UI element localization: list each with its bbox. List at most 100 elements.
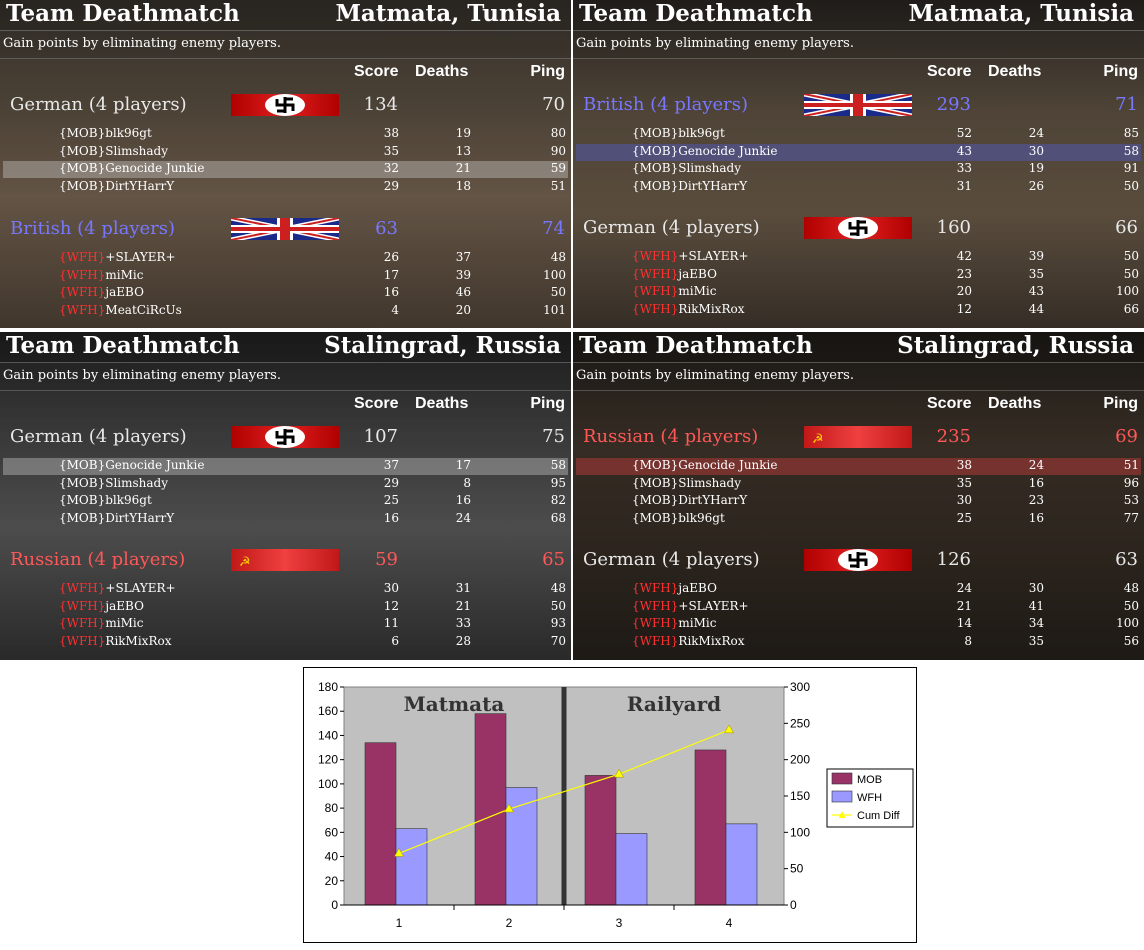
player-score: 38 — [956, 458, 972, 472]
player-ping: 91 — [1123, 161, 1139, 175]
player-score: 30 — [383, 581, 399, 595]
player-ping: 56 — [1123, 633, 1139, 648]
player-nick: jaEBO — [678, 581, 717, 595]
player-name: {WFH}jaEBO — [632, 581, 717, 595]
clan-tag: {WFH} — [632, 301, 679, 316]
cum-diff-point — [504, 803, 514, 813]
player-row[interactable]: {MOB}DirtYHarrY 29 18 51 — [3, 179, 568, 196]
player-row[interactable]: {WFH}+SLAYER+ 21 41 50 — [576, 599, 1141, 616]
player-row[interactable]: {WFH}jaEBO 16 46 50 — [3, 285, 568, 302]
player-ping: 100 — [543, 267, 566, 282]
player-row[interactable]: {WFH}+SLAYER+ 30 31 48 — [3, 581, 568, 598]
team-name: British (4 players) — [583, 94, 749, 115]
player-nick: +SLAYER+ — [678, 249, 749, 263]
player-row[interactable]: {MOB}blk96gt 38 19 80 — [3, 126, 568, 143]
team-ping: 65 — [542, 549, 565, 570]
player-deaths: 17 — [455, 458, 471, 472]
clan-tag: {WFH} — [632, 581, 679, 595]
player-row[interactable]: {MOB}Genocide Junkie 43 30 58 — [576, 143, 1141, 161]
clan-tag: {MOB} — [59, 458, 106, 472]
player-deaths: 16 — [1028, 510, 1044, 525]
clan-tag: {WFH} — [632, 249, 679, 263]
player-row[interactable]: {WFH}miMic 17 39 100 — [3, 268, 568, 285]
map-name: Stalingrad, Russia — [324, 332, 561, 359]
game-mode: Team Deathmatch — [6, 0, 240, 27]
player-row[interactable]: {MOB}DirtYHarrY 16 24 68 — [3, 511, 568, 528]
cum-diff-point — [614, 768, 624, 778]
player-score: 20 — [956, 284, 972, 298]
player-score: 12 — [383, 598, 399, 613]
player-row[interactable]: {MOB}blk96gt 52 24 85 — [576, 126, 1141, 143]
clan-tag: {MOB} — [59, 475, 106, 490]
player-deaths: 19 — [1028, 161, 1044, 175]
player-name: {MOB}blk96gt — [59, 493, 152, 507]
team-ping: 70 — [542, 94, 565, 115]
team-score: 63 — [375, 218, 398, 239]
clan-tag: {MOB} — [59, 143, 106, 158]
player-row[interactable]: {MOB}Slimshady 29 8 95 — [3, 476, 568, 493]
player-row[interactable]: {MOB}blk96gt 25 16 82 — [3, 493, 568, 510]
player-name: {WFH}+SLAYER+ — [59, 581, 176, 595]
player-ping: 85 — [1123, 126, 1139, 140]
player-nick: miMic — [105, 267, 144, 282]
player-score: 12 — [956, 301, 972, 316]
player-score: 6 — [391, 633, 399, 648]
player-row[interactable]: {MOB}Slimshady 35 13 90 — [3, 144, 568, 161]
player-name: {MOB}Genocide Junkie — [632, 144, 778, 158]
bar-mob — [474, 713, 507, 906]
player-row[interactable]: {MOB}Genocide Junkie 37 17 58 — [3, 458, 568, 475]
player-row[interactable]: {WFH}jaEBO 24 30 48 — [576, 581, 1141, 598]
game-mode: Team Deathmatch — [6, 332, 240, 359]
player-row[interactable]: {WFH}+SLAYER+ 26 37 48 — [3, 250, 568, 267]
player-row[interactable]: {WFH}RikMixRox 6 28 70 — [3, 634, 568, 651]
team-name: German (4 players) — [583, 217, 760, 238]
player-score: 29 — [383, 178, 399, 193]
player-name: {MOB}Slimshady — [59, 476, 168, 490]
player-row[interactable]: {WFH}miMic 14 34 100 — [576, 616, 1141, 633]
player-row[interactable]: {WFH}jaEBO 23 35 50 — [576, 267, 1141, 284]
team-score: 235 — [936, 426, 971, 447]
player-row[interactable]: {WFH}jaEBO 12 21 50 — [3, 599, 568, 616]
bar-mob — [364, 742, 397, 906]
player-row[interactable]: {WFH}miMic 11 33 93 — [3, 616, 568, 633]
mode-description: Gain points by eliminating enemy players… — [576, 368, 854, 383]
player-row[interactable]: {MOB}DirtYHarrY 30 23 53 — [576, 493, 1141, 510]
player-nick: jaEBO — [105, 598, 144, 613]
clan-tag: {MOB} — [59, 126, 106, 140]
player-row[interactable]: {MOB}Genocide Junkie 32 21 59 — [3, 161, 568, 178]
player-row[interactable]: {WFH}MeatCiRcUs 4 20 101 — [3, 303, 568, 320]
player-ping: 50 — [1123, 249, 1139, 263]
player-name: {MOB}DirtYHarrY — [59, 179, 174, 193]
german-flag-icon — [231, 426, 339, 448]
x-tick-label: 1 — [396, 916, 403, 930]
player-ping: 95 — [550, 475, 566, 490]
player-nick: miMic — [678, 616, 717, 630]
player-row[interactable]: {WFH}RikMixRox 8 35 56 — [576, 634, 1141, 651]
player-nick: RikMixRox — [678, 301, 745, 316]
player-score: 16 — [383, 510, 399, 525]
title-bar: Team Deathmatch Stalingrad, Russia — [573, 332, 1144, 363]
player-row[interactable]: {MOB}Genocide Junkie 38 24 51 — [576, 458, 1141, 475]
player-row[interactable]: {MOB}blk96gt 25 16 77 — [576, 511, 1141, 528]
player-row[interactable]: {MOB}DirtYHarrY 31 26 50 — [576, 179, 1141, 196]
player-nick: DirtYHarrY — [678, 178, 748, 193]
player-nick: RikMixRox — [105, 633, 172, 648]
player-nick: blk96gt — [678, 126, 725, 140]
player-row[interactable]: {WFH}miMic 20 43 100 — [576, 284, 1141, 301]
player-deaths: 44 — [1028, 301, 1044, 316]
svg-text:☭: ☭ — [239, 555, 251, 570]
player-row[interactable]: {MOB}Slimshady 33 19 91 — [576, 161, 1141, 178]
player-row[interactable]: {MOB}Slimshady 35 16 96 — [576, 476, 1141, 493]
team-score: 160 — [936, 217, 971, 238]
player-row[interactable]: {WFH}RikMixRox 12 44 66 — [576, 302, 1141, 319]
player-name: {MOB}Genocide Junkie — [632, 458, 778, 472]
clan-tag: {WFH} — [59, 633, 106, 648]
bar-mob — [584, 775, 617, 906]
player-ping: 53 — [1123, 493, 1139, 507]
scoreboard-panel: Team Deathmatch Matmata, Tunisia Gain poin… — [0, 0, 571, 328]
player-name: {WFH}RikMixRox — [632, 634, 744, 648]
player-ping: 50 — [550, 285, 566, 299]
cum-diff-line — [398, 729, 730, 854]
player-row[interactable]: {WFH}+SLAYER+ 42 39 50 — [576, 249, 1141, 266]
player-deaths: 39 — [1028, 249, 1044, 263]
